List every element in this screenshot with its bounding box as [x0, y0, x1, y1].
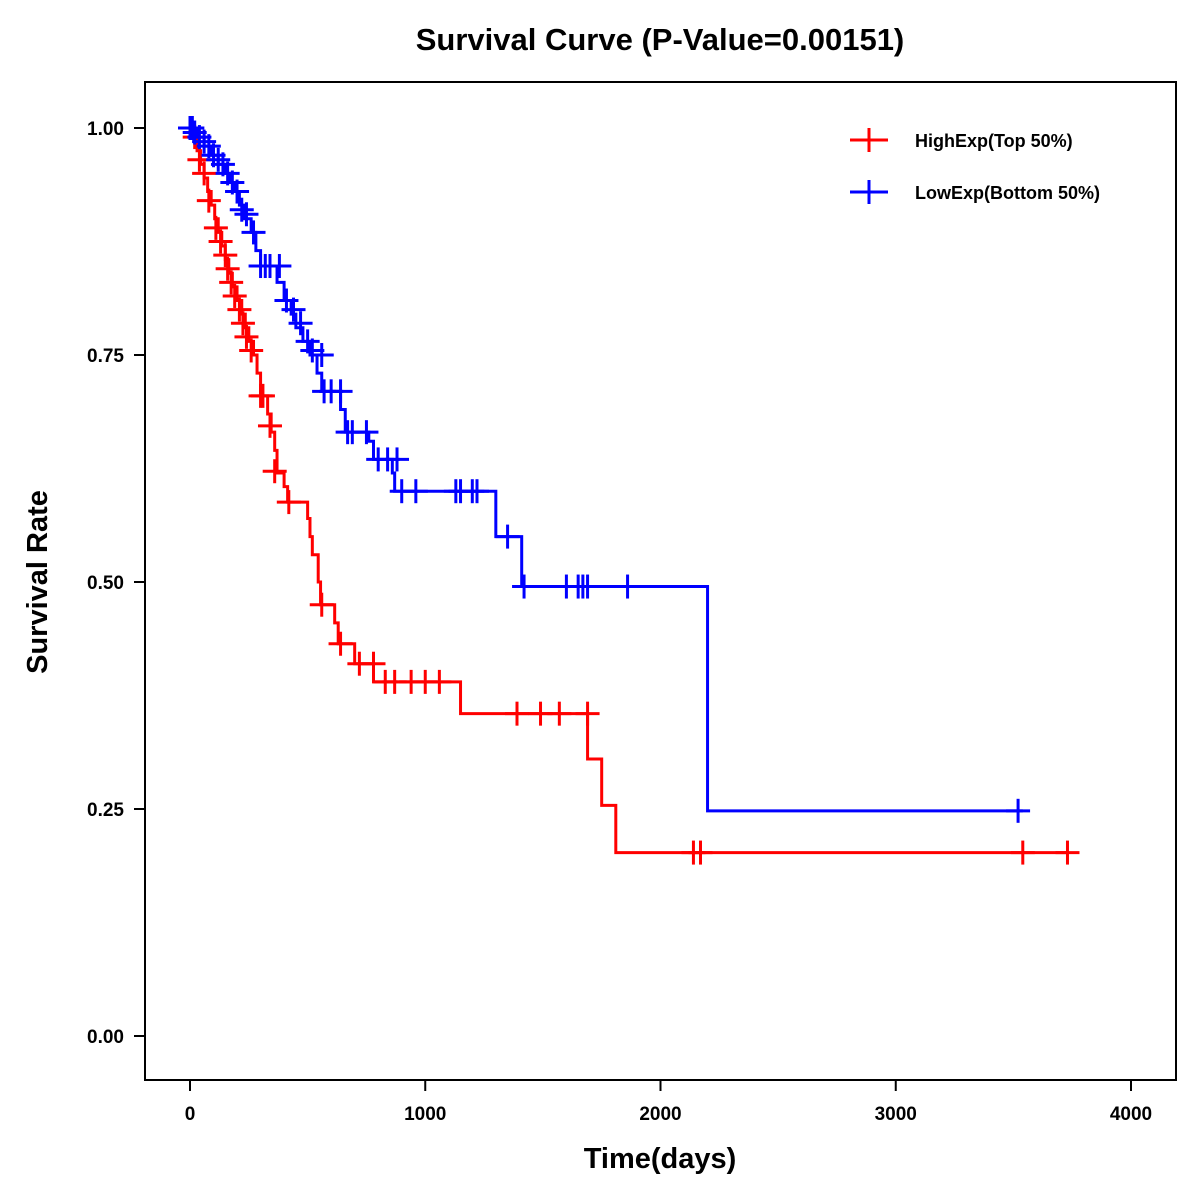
censor-mark [229, 197, 254, 222]
censor-mark [688, 840, 713, 865]
censor-mark [547, 701, 572, 726]
censor-mark [276, 490, 301, 515]
censor-mark [267, 254, 292, 279]
x-tick-label: 0 [185, 1104, 196, 1125]
x-axis: 0 1000 2000 3000 4000 [185, 1080, 1152, 1125]
series-layer [178, 116, 1080, 865]
legend-label-lowexp: LowExp(Bottom 50%) [915, 183, 1100, 203]
y-axis: 0.00 0.25 0.50 0.75 1.00 [87, 119, 145, 1048]
censor-mark [385, 447, 410, 472]
x-tick-label: 2000 [639, 1104, 681, 1125]
series-lowexp [178, 116, 1031, 823]
y-axis-label: Survival Rate [22, 490, 54, 674]
x-tick-label: 4000 [1110, 1104, 1152, 1125]
censor-mark [215, 256, 240, 281]
censor-mark [250, 383, 275, 408]
censor-mark [239, 338, 264, 363]
censor-mark [234, 324, 259, 349]
censor-mark [230, 311, 255, 336]
legend-label-highexp: HighExp(Top 50%) [915, 131, 1073, 151]
censor-mark [241, 220, 266, 245]
y-tick-label: 0.50 [87, 573, 124, 594]
censor-mark [281, 297, 306, 322]
legend-item-lowexp: LowExp(Bottom 50%) [850, 180, 1100, 204]
y-tick-label: 0.00 [87, 1027, 124, 1048]
censor-mark [206, 147, 231, 172]
censor-mark [227, 297, 252, 322]
legend: HighExp(Top 50%) LowExp(Bottom 50%) [850, 128, 1100, 204]
censor-mark [288, 311, 313, 336]
censor-mark [504, 701, 529, 726]
survival-step-line [190, 126, 1023, 813]
censor-mark [234, 202, 259, 227]
censor-mark [575, 701, 600, 726]
censor-mark [465, 479, 490, 504]
censor-mark [309, 592, 334, 617]
censor-mark [1055, 840, 1080, 865]
legend-item-highexp: HighExp(Top 50%) [850, 128, 1073, 152]
y-tick-label: 0.75 [87, 346, 124, 367]
chart-title: Survival Curve (P-Value=0.00151) [416, 22, 905, 57]
censor-mark [192, 161, 217, 186]
censor-mark [196, 188, 221, 213]
censor-mark [257, 413, 282, 438]
censor-mark [213, 243, 238, 268]
censor-mark [222, 283, 247, 308]
plot-area-frame [144, 81, 1177, 1081]
censor-mark [427, 669, 452, 694]
censor-mark [225, 179, 250, 204]
censor-mark [219, 270, 244, 295]
censor-mark [328, 631, 353, 656]
censor-mark [309, 343, 334, 367]
censor-mark [1006, 798, 1031, 823]
x-tick-label: 1000 [404, 1104, 446, 1125]
y-tick-label: 1.00 [87, 119, 124, 140]
censor-mark [262, 459, 287, 484]
x-axis-label: Time(days) [584, 1143, 737, 1175]
x-tick-label: 3000 [875, 1104, 917, 1125]
censor-mark [1010, 840, 1035, 865]
censor-mark [354, 420, 379, 445]
censor-mark [575, 574, 600, 599]
censor-mark [615, 574, 640, 599]
censor-mark [512, 574, 537, 599]
censor-mark [208, 229, 233, 254]
y-tick-label: 0.25 [87, 800, 124, 821]
censor-mark [192, 129, 217, 154]
censor-mark [361, 651, 386, 676]
censor-mark [203, 215, 228, 240]
censor-mark [495, 524, 520, 549]
censor-mark [328, 379, 353, 404]
censor-mark [403, 479, 428, 504]
